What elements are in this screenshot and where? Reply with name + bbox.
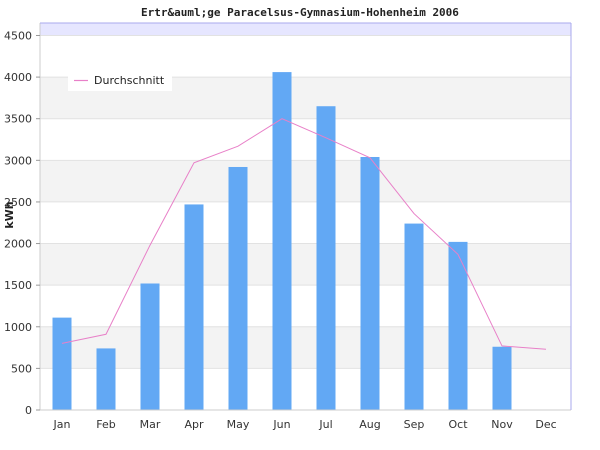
average-line [61, 118, 547, 350]
bar-apr [184, 204, 204, 410]
bar-oct [448, 241, 468, 410]
bar-jan [52, 317, 72, 410]
bar-feb [96, 348, 116, 410]
legend-label: Durchschnitt [94, 74, 165, 87]
bar-mar [140, 283, 160, 410]
x-tick-label: Aug [359, 418, 380, 431]
bar-may [228, 166, 248, 410]
bar-aug [360, 156, 380, 410]
y-tick-label: 1500 [4, 279, 32, 292]
x-tick-label: Sep [404, 418, 425, 431]
bars [52, 72, 512, 411]
x-tick-label: Jan [53, 418, 71, 431]
x-tick-label: May [227, 418, 250, 431]
y-tick-label: 4000 [4, 71, 32, 84]
y-tick-label: 1000 [4, 321, 32, 334]
bar-jun [272, 72, 292, 411]
legend: Durchschnitt [68, 70, 172, 91]
grid-band [40, 368, 571, 410]
bar-sep [404, 223, 424, 410]
x-tick-label: Jul [318, 418, 332, 431]
x-tick-label: Jun [272, 418, 290, 431]
axes [39, 22, 572, 411]
y-tick-label: 3000 [4, 154, 32, 167]
y-tick-label: 3500 [4, 113, 32, 126]
x-tick-label: Oct [448, 418, 468, 431]
y-tick-label: 2000 [4, 238, 32, 251]
y-tick-label: 4500 [4, 29, 32, 42]
x-tick-label: Apr [184, 418, 204, 431]
legend-box [68, 70, 172, 91]
grid-band [40, 243, 571, 286]
grid-band [40, 118, 571, 161]
y-tick-label: 500 [11, 362, 32, 375]
grid-band [40, 201, 571, 244]
x-tick-label: Nov [491, 418, 513, 431]
y-tick-label: 0 [25, 404, 32, 417]
bar-jul [316, 106, 336, 411]
y-tick-label: 2500 [4, 196, 32, 209]
y-axis-label: kWh [3, 201, 16, 228]
bar-nov [492, 346, 512, 410]
x-tick-labels: Jan Feb Mar Apr May Jun Jul Aug Sep Oct Nov Dec [53, 418, 557, 431]
chart-title: Ertr&auml;ge Paracelsus-Gymnasium-Hohenh… [141, 6, 459, 19]
x-tick-label: Feb [96, 418, 115, 431]
grid-band [40, 326, 571, 369]
x-tick-label: Dec [535, 418, 556, 431]
x-tick-label: Mar [140, 418, 161, 431]
grid-band [40, 160, 571, 202]
top-band [40, 23, 571, 36]
y-tick-labels: 0 500 1000 1500 2000 2500 3000 3500 4000 4500 [4, 29, 40, 417]
average-line-group [61, 118, 547, 350]
